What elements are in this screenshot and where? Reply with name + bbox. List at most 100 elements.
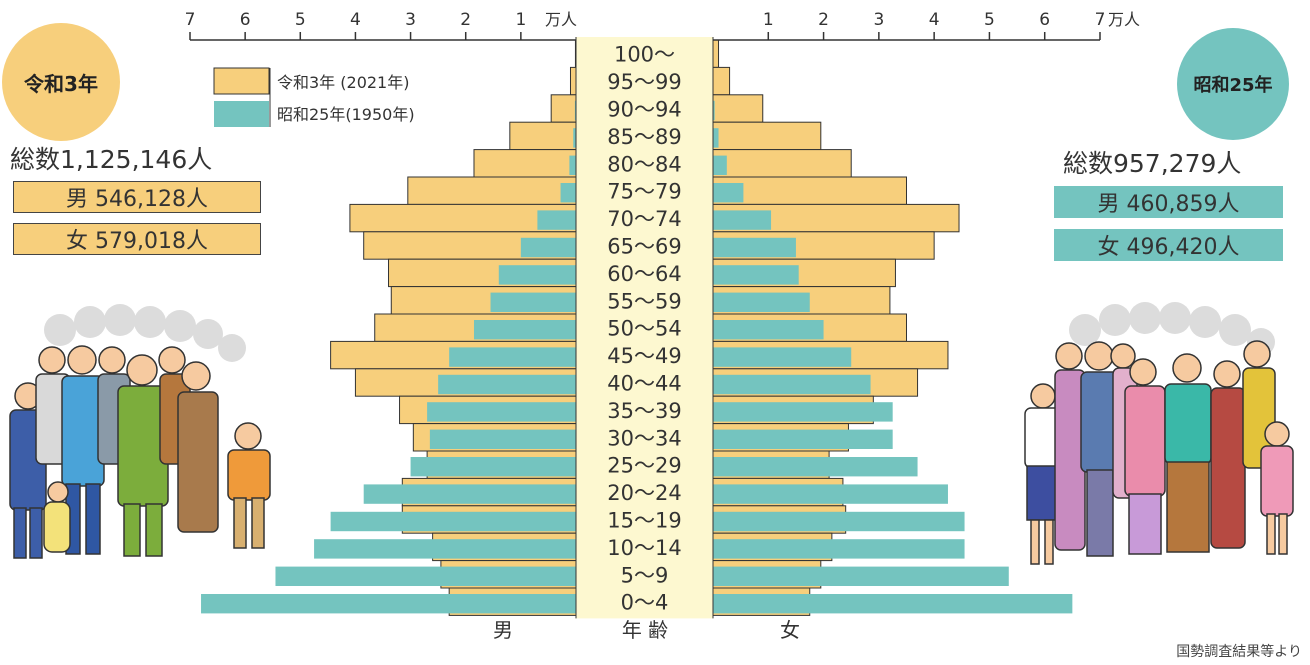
reiwa-total: 総数1,125,146人 bbox=[10, 145, 213, 174]
bar-1950-female-65〜69 bbox=[713, 237, 796, 258]
showa-female-count: 女 496,420人 bbox=[1097, 235, 1240, 260]
age-label: 0〜4 bbox=[621, 591, 669, 615]
age-label: 35〜39 bbox=[607, 399, 681, 423]
bar-1950-female-5〜9 bbox=[713, 566, 1009, 586]
bar-2021-male-85〜89 bbox=[509, 121, 577, 151]
bar-1950-female-70〜74 bbox=[713, 210, 772, 230]
x-unit-label-right: 万人 bbox=[1108, 10, 1140, 29]
age-label: 30〜34 bbox=[607, 426, 681, 450]
x-tick-label-left: 6 bbox=[240, 10, 251, 30]
age-label: 10〜14 bbox=[607, 536, 681, 560]
age-label: 95〜99 bbox=[607, 70, 681, 94]
bar-2021-male-90〜94 bbox=[550, 94, 577, 123]
age-band bbox=[576, 37, 713, 619]
bar-1950-male-80〜84 bbox=[569, 155, 576, 175]
bar-1950-male-15〜19 bbox=[330, 511, 576, 532]
age-label: 15〜19 bbox=[607, 509, 681, 533]
reiwa-crowd-illustration bbox=[9, 304, 271, 559]
bar-1950-male-90〜94 bbox=[574, 100, 576, 121]
age-label: 25〜29 bbox=[607, 454, 681, 478]
bar-1950-male-70〜74 bbox=[537, 210, 576, 230]
age-label: 55〜59 bbox=[607, 289, 681, 313]
age-label: 45〜49 bbox=[607, 344, 681, 368]
age-label: 80〜84 bbox=[607, 152, 681, 176]
bar-2021-female-80〜84 bbox=[712, 149, 852, 178]
source-note: 国勢調査結果等より bbox=[1176, 644, 1302, 660]
bar-1950-female-40〜44 bbox=[713, 374, 871, 395]
bar-1950-male-55〜59 bbox=[490, 292, 576, 312]
bar-1950-female-50〜54 bbox=[713, 320, 824, 340]
male-axis-label: 男 bbox=[493, 618, 513, 642]
bar-1950-male-75〜79 bbox=[560, 183, 576, 203]
bar-1950-male-65〜69 bbox=[520, 237, 576, 258]
showa-era-badge: 昭和25年 bbox=[1177, 28, 1289, 140]
bar-1950-female-10〜14 bbox=[713, 539, 965, 559]
bar-1950-female-45〜49 bbox=[713, 347, 852, 367]
age-label: 70〜74 bbox=[607, 207, 681, 231]
bar-1950-male-5〜9 bbox=[275, 566, 576, 586]
bar-1950-female-30〜34 bbox=[713, 429, 893, 449]
bar-2021-male-75〜79 bbox=[407, 176, 577, 205]
showa-male-box: 男 460,859人 bbox=[1054, 186, 1283, 218]
legend-label-2021: 令和3年 (2021年) bbox=[277, 73, 409, 92]
bar-1950-female-55〜59 bbox=[713, 292, 810, 312]
bar-1950-female-75〜79 bbox=[713, 183, 744, 203]
bar-1950-male-0〜4 bbox=[201, 594, 576, 614]
showa-male-count: 男 460,859人 bbox=[1097, 192, 1240, 217]
age-axis-label: 年 齢 bbox=[622, 618, 668, 642]
x-tick-label-right: 3 bbox=[873, 10, 884, 30]
x-tick-label-left: 3 bbox=[405, 10, 416, 30]
x-tick-label-right: 4 bbox=[929, 10, 940, 30]
bar-1950-female-60〜64 bbox=[713, 265, 799, 285]
age-label: 50〜54 bbox=[607, 317, 681, 341]
x-tick-label-left: 7 bbox=[185, 10, 196, 30]
bar-2021-male-95〜99 bbox=[569, 66, 577, 96]
showa-total: 総数957,279人 bbox=[1063, 149, 1242, 178]
age-label: 5〜9 bbox=[621, 563, 669, 587]
x-tick-label-right: 7 bbox=[1095, 10, 1106, 30]
bar-1950-female-35〜39 bbox=[713, 402, 893, 422]
x-tick-label-left: 1 bbox=[515, 10, 526, 30]
x-unit-label-left: 万人 bbox=[545, 10, 577, 29]
bar-1950-female-85〜89 bbox=[713, 128, 719, 148]
bar-1950-male-20〜24 bbox=[363, 484, 576, 504]
x-tick-label-right: 1 bbox=[763, 10, 774, 30]
bar-1950-male-30〜34 bbox=[429, 429, 576, 449]
bar-2021-female-75〜79 bbox=[712, 176, 907, 205]
x-tick-label-left: 5 bbox=[295, 10, 306, 30]
bar-1950-male-40〜44 bbox=[438, 374, 576, 395]
age-label: 65〜69 bbox=[607, 235, 681, 259]
bar-1950-male-60〜64 bbox=[498, 265, 576, 285]
age-label: 100〜 bbox=[614, 43, 675, 67]
showa-era-label: 昭和25年 bbox=[1193, 75, 1273, 96]
bar-1950-male-45〜49 bbox=[449, 347, 576, 367]
bar-2021-female-95〜99 bbox=[712, 66, 731, 96]
bar-1950-female-20〜24 bbox=[713, 484, 948, 504]
age-label: 20〜24 bbox=[607, 481, 681, 505]
bar-1950-female-90〜94 bbox=[713, 100, 715, 121]
age-label: 75〜79 bbox=[607, 180, 681, 204]
x-tick-label-left: 4 bbox=[350, 10, 361, 30]
legend-label-1950: 昭和25年(1950年) bbox=[277, 105, 415, 124]
reiwa-female-count: 女 579,018人 bbox=[66, 229, 208, 254]
bar-2021-male-80〜84 bbox=[473, 149, 577, 178]
age-label: 40〜44 bbox=[607, 372, 681, 396]
bar-1950-male-10〜14 bbox=[314, 539, 576, 559]
bar-2021-female-90〜94 bbox=[712, 94, 764, 123]
bar-1950-female-25〜29 bbox=[713, 457, 918, 477]
x-tick-label-right: 6 bbox=[1039, 10, 1050, 30]
female-axis-label: 女 bbox=[780, 618, 800, 642]
legend-swatch-2021 bbox=[213, 67, 270, 95]
legend-swatch-1950 bbox=[214, 101, 269, 127]
reiwa-male-box: 男 546,128人 bbox=[13, 181, 261, 213]
reiwa-era-label: 令和3年 bbox=[24, 71, 98, 96]
age-label: 60〜64 bbox=[607, 262, 681, 286]
bar-1950-female-80〜84 bbox=[713, 155, 727, 175]
x-tick-label-right: 2 bbox=[818, 10, 829, 30]
bar-2021-female-100〜 bbox=[712, 39, 720, 68]
showa-crowd-illustration bbox=[1024, 302, 1294, 565]
bar-1950-male-25〜29 bbox=[410, 457, 576, 477]
bar-1950-male-35〜39 bbox=[427, 402, 576, 422]
age-label: 85〜89 bbox=[607, 125, 681, 149]
